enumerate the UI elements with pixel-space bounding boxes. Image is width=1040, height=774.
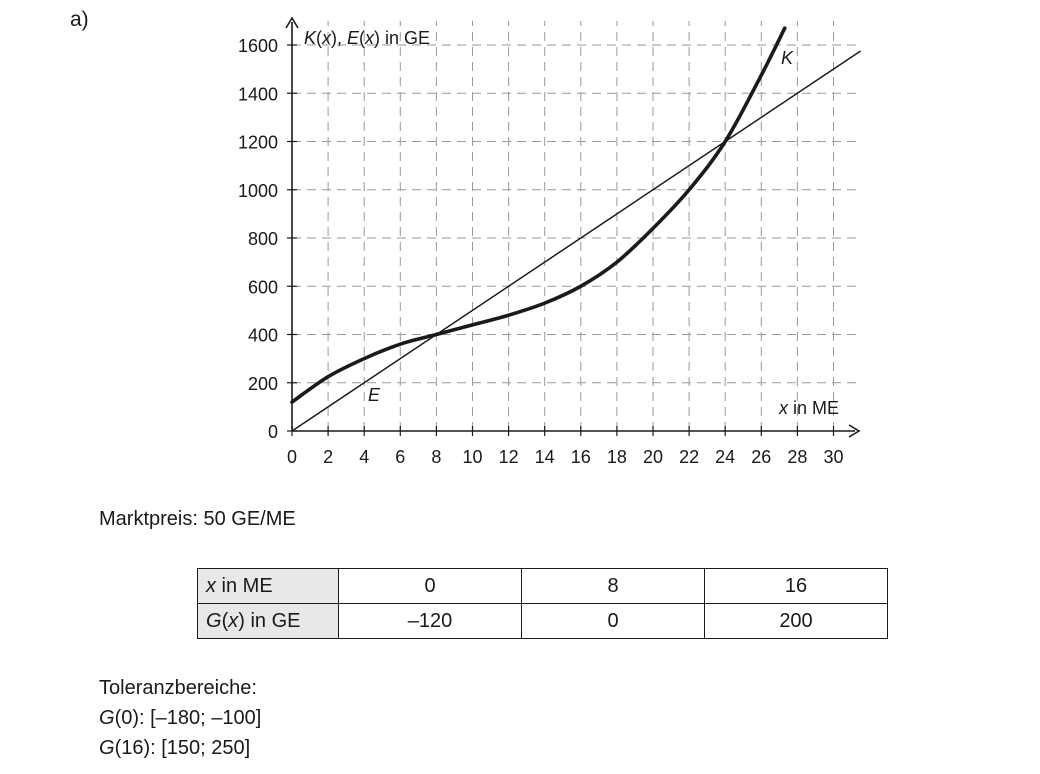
x-tick-label: 8	[431, 447, 441, 467]
x-tick-label: 26	[751, 447, 771, 467]
x-tick-label: 16	[571, 447, 591, 467]
y-tick-label: 200	[248, 374, 278, 394]
x-tick-label: 0	[287, 447, 297, 467]
table-cell: 0	[521, 603, 705, 639]
table-cell: 8	[521, 568, 705, 604]
x-tick-label: 24	[715, 447, 735, 467]
x-tick-label: 14	[535, 447, 555, 467]
x-axis-title: x in ME	[778, 398, 839, 418]
series	[290, 26, 861, 432]
y-tick-label: 1600	[238, 36, 278, 56]
table-cell: 0	[338, 568, 522, 604]
y-tick-label: 800	[248, 229, 278, 249]
y-tick-label: 1000	[238, 181, 278, 201]
axes	[285, 16, 861, 438]
table-cell: –120	[338, 603, 522, 639]
y-tick-label: 1200	[238, 133, 278, 153]
tolerance-item: G(16): [150; 250]	[99, 737, 251, 759]
x-tick-label: 10	[462, 447, 482, 467]
series-E-line	[291, 50, 861, 432]
x-axis-arrow	[848, 424, 861, 438]
x-tick-label: 18	[607, 447, 627, 467]
x-tick-label: 2	[323, 447, 333, 467]
y-tick-label: 400	[248, 326, 278, 346]
x-tick-label: 4	[359, 447, 369, 467]
x-tick-label: 22	[679, 447, 699, 467]
market-price: Marktpreis: 50 GE/ME	[99, 508, 296, 530]
x-tick-label: 6	[395, 447, 405, 467]
tolerance-title: Toleranzbereiche:	[99, 677, 257, 699]
x-tick-label: 28	[787, 447, 807, 467]
x-tick-label: 12	[499, 447, 519, 467]
ticks: 0 2 4 6 8 10 12 14 16 18 20 22 24 26 28 300200400600800…	[238, 36, 844, 467]
series-label-E: E	[368, 385, 381, 405]
series-label-K: K	[781, 48, 794, 68]
row-header-G: G(x) in GE	[197, 603, 339, 639]
y-axis-arrow	[285, 16, 299, 29]
grid	[292, 20, 861, 431]
y-axis-title: K(x), E(x) in GE	[304, 28, 430, 48]
table-row: G(x) in GE –120 0 200	[197, 603, 888, 639]
series-K-curve	[290, 26, 787, 404]
table-cell: 16	[704, 568, 888, 604]
row-header-x: x in ME	[197, 568, 339, 604]
cost-revenue-chart: 0 2 4 6 8 10 12 14 16 18 20 22 24 26 28 300200400600800…	[238, 16, 861, 467]
y-tick-label: 600	[248, 277, 278, 297]
profit-value-table: x in ME 0 8 16 G(x) in GE –120 0 200	[197, 568, 888, 639]
tolerance-item: G(0): [–180; –100]	[99, 707, 262, 729]
tolerance-ranges: Toleranzbereiche: G(0): [–180; –100] G(1…	[99, 673, 261, 763]
part-label: a)	[70, 8, 89, 31]
y-tick-label: 0	[268, 422, 278, 442]
table-row: x in ME 0 8 16	[197, 568, 888, 604]
x-tick-label: 20	[643, 447, 663, 467]
y-tick-label: 1400	[238, 84, 278, 104]
x-tick-label: 30	[823, 447, 843, 467]
table-cell: 200	[704, 603, 888, 639]
